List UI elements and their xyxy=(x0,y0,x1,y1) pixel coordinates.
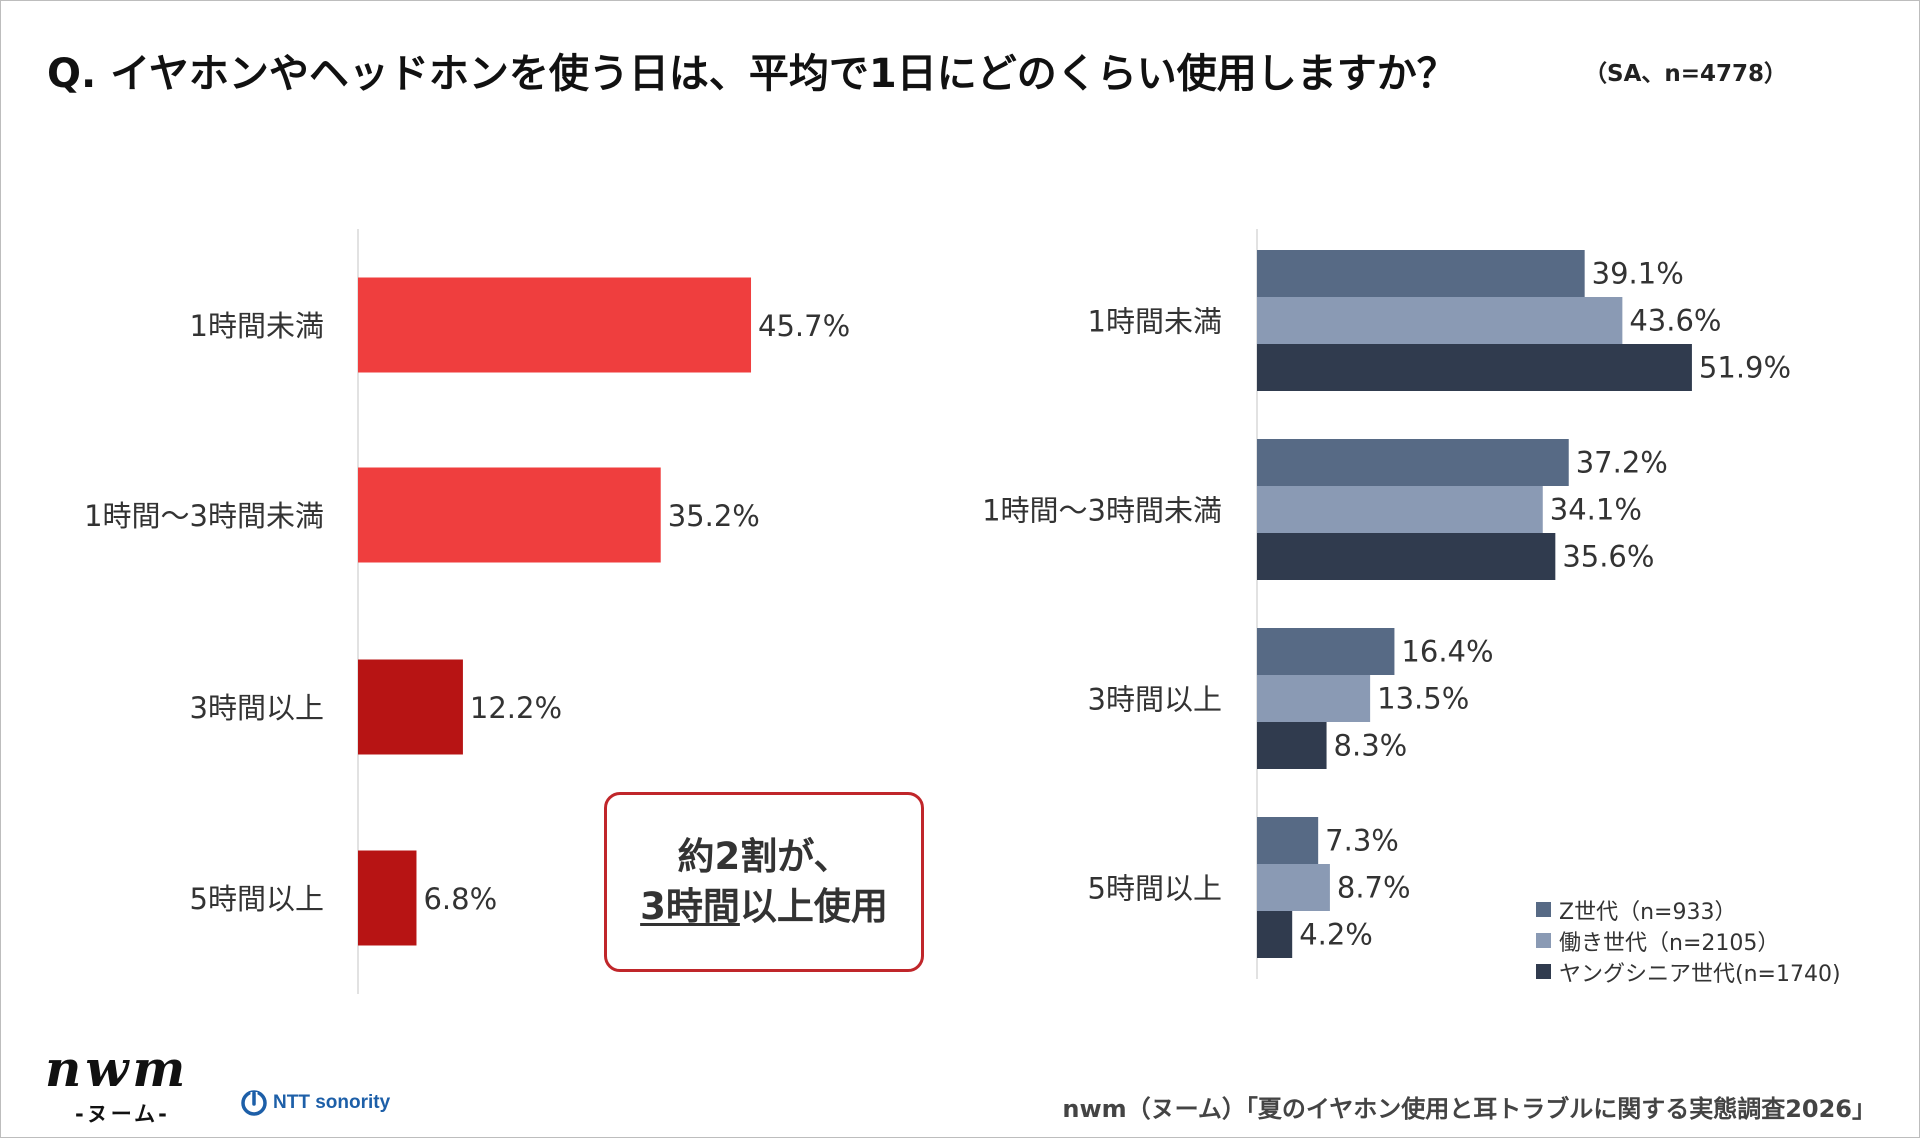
value-label-total-0: 45.7% xyxy=(758,309,850,343)
bar-total-2 xyxy=(358,659,463,755)
value-label-gen-3-1: 8.7% xyxy=(1337,871,1411,905)
value-label-gen-3-0: 7.3% xyxy=(1325,824,1399,858)
legend-swatch-working xyxy=(1536,933,1551,948)
value-label-total-1: 35.2% xyxy=(668,499,760,533)
callout-highlight: 3時間 xyxy=(640,885,740,928)
value-label-total-2: 12.2% xyxy=(470,691,562,725)
bar-gen-1-2 xyxy=(1257,533,1556,580)
bar-gen-3-1 xyxy=(1257,864,1330,911)
callout-line1: 約2割が、 xyxy=(677,835,851,879)
nwm-logo-sub: -ヌーム- xyxy=(75,1102,170,1126)
chart-title: Q. イヤホンやヘッドホンを使う日は、平均で1日にどのくらい使用しますか？ xyxy=(47,51,1457,97)
value-label-gen-0-1: 43.6% xyxy=(1629,304,1721,338)
bar-gen-0-0 xyxy=(1257,250,1585,297)
category-label-gen-2: 3時間以上 xyxy=(1088,683,1222,717)
callout-line2: 3時間以上使用 xyxy=(640,882,888,932)
legend-item-young-senior: ヤングシニア世代(n=1740) xyxy=(1536,956,1841,987)
legend-swatch-gen-z xyxy=(1536,902,1551,917)
bar-gen-1-1 xyxy=(1257,486,1543,533)
value-label-gen-0-0: 39.1% xyxy=(1592,257,1684,291)
category-label-total-3: 5時間以上 xyxy=(190,882,324,916)
legend-item-gen-z: Z世代（n=933） xyxy=(1536,894,1841,925)
value-label-gen-0-2: 51.9% xyxy=(1699,351,1791,385)
value-label-total-3: 6.8% xyxy=(423,882,497,916)
value-label-gen-1-2: 35.6% xyxy=(1562,540,1654,574)
bar-gen-1-0 xyxy=(1257,439,1569,486)
ntt-sonority-text: NTT sonority xyxy=(273,1092,391,1113)
value-label-gen-2-0: 16.4% xyxy=(1401,635,1493,669)
value-label-gen-2-1: 13.5% xyxy=(1377,682,1469,716)
legend-label-gen-z: Z世代（n=933） xyxy=(1559,899,1737,925)
legend-swatch-young-senior xyxy=(1536,964,1551,979)
legend: Z世代（n=933） 働き世代（n=2105） ヤングシニア世代(n=1740) xyxy=(1536,894,1841,987)
category-label-gen-1: 1時間～3時間未満 xyxy=(982,494,1222,528)
bar-gen-2-2 xyxy=(1257,722,1327,769)
source-footer: nwm（ヌーム）「夏のイヤホン使用と耳トラブルに関する実態調査2026」 xyxy=(1062,1095,1876,1123)
callout-box: 約2割が、 3時間以上使用 xyxy=(604,792,924,972)
nwm-logo: nwm xyxy=(45,1039,190,1098)
bar-gen-0-2 xyxy=(1257,344,1692,391)
legend-item-working: 働き世代（n=2105） xyxy=(1536,925,1841,956)
total-bar-chart: 45.7% 1時間未満 35.2% 1時間～3時間未満 12.2% 3時間以上 6.8% 5時… xyxy=(84,229,850,994)
value-label-gen-1-0: 37.2% xyxy=(1576,446,1668,480)
bar-total-1 xyxy=(358,467,661,563)
category-label-total-2: 3時間以上 xyxy=(190,691,324,725)
ntt-sonority-logo: NTT sonority xyxy=(239,1088,390,1118)
bar-total-3 xyxy=(358,850,417,946)
bar-total-0 xyxy=(358,277,752,373)
legend-label-working: 働き世代（n=2105） xyxy=(1559,930,1780,956)
generation-bar-chart: 39.1% 43.6% 51.9% 1時間未満 37.2% 34.1% 35.6% 1時間～3… xyxy=(982,229,1791,979)
ntt-power-icon xyxy=(241,1090,267,1116)
value-label-gen-3-2: 4.2% xyxy=(1299,918,1373,952)
category-label-gen-3: 5時間以上 xyxy=(1088,872,1222,906)
bar-gen-3-0 xyxy=(1257,817,1319,864)
bar-gen-3-2 xyxy=(1257,911,1293,958)
bar-gen-2-0 xyxy=(1257,628,1395,675)
callout-rest: 以上使用 xyxy=(739,885,888,928)
category-label-gen-0: 1時間未満 xyxy=(1088,305,1222,339)
bar-gen-0-1 xyxy=(1257,297,1623,344)
bar-gen-2-1 xyxy=(1257,675,1371,722)
legend-label-young-senior: ヤングシニア世代(n=1740) xyxy=(1559,961,1841,987)
category-label-total-1: 1時間～3時間未満 xyxy=(84,499,324,533)
value-label-gen-1-1: 34.1% xyxy=(1550,493,1642,527)
category-label-total-0: 1時間未満 xyxy=(190,309,324,343)
sample-note: （SA、n=4778） xyxy=(1584,61,1788,87)
value-label-gen-2-2: 8.3% xyxy=(1334,729,1408,763)
